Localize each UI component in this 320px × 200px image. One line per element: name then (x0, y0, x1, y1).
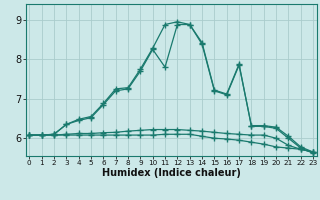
X-axis label: Humidex (Indice chaleur): Humidex (Indice chaleur) (102, 168, 241, 178)
